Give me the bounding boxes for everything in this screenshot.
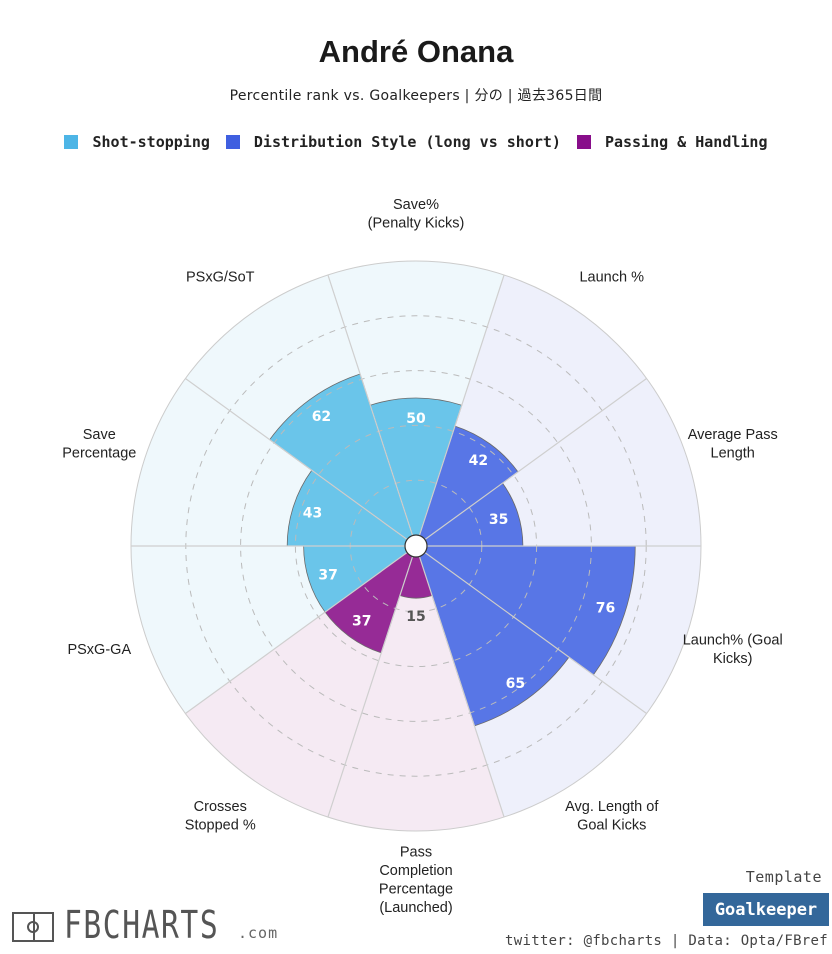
fbcharts-logo: FBCHARTS .com bbox=[12, 903, 277, 947]
spoke bbox=[327, 556, 414, 818]
value-label: 42 bbox=[469, 453, 488, 469]
axis-label: Launch % bbox=[579, 270, 644, 286]
axis-label: Avg. Length of Goal Kicks bbox=[565, 799, 659, 834]
legend-swatch bbox=[64, 135, 79, 149]
legend: Shot-stopping Distribution Style (long v… bbox=[0, 133, 832, 151]
spoke bbox=[185, 551, 408, 715]
axis-label: Crosses Stopped % bbox=[185, 799, 256, 834]
value-label: 15 bbox=[406, 609, 425, 625]
value-label: 43 bbox=[303, 505, 322, 521]
spoke bbox=[327, 274, 414, 536]
chart-title: André Onana bbox=[318, 34, 514, 69]
axis-label: Pass Completion Percentage (Launched) bbox=[379, 844, 453, 916]
logo-text: FBCHARTS bbox=[64, 903, 220, 947]
legend-label: Passing & Handling bbox=[604, 133, 768, 151]
value-label: 65 bbox=[506, 676, 525, 692]
axis-label: PSxG-GA bbox=[67, 642, 131, 658]
spoke bbox=[424, 551, 647, 715]
value-label: 37 bbox=[318, 568, 337, 584]
axis-label: Save Percentage bbox=[62, 427, 136, 462]
spoke bbox=[418, 274, 505, 536]
pitch-icon bbox=[12, 912, 54, 942]
spoke bbox=[185, 377, 408, 541]
value-label: 62 bbox=[312, 409, 331, 425]
template-badge: Goalkeeper bbox=[703, 893, 829, 926]
value-label: 76 bbox=[596, 601, 615, 617]
value-label: 37 bbox=[352, 614, 371, 630]
value-label: 50 bbox=[406, 411, 426, 427]
center-circle bbox=[404, 534, 428, 558]
spoke bbox=[418, 556, 505, 818]
legend-item-passing: Passing & Handling bbox=[576, 133, 768, 151]
credit-text: twitter: @fbcharts | Data: Opta/FBref bbox=[505, 933, 828, 949]
sector-background bbox=[327, 546, 505, 831]
legend-swatch bbox=[225, 135, 240, 149]
template-label: Template bbox=[745, 868, 822, 886]
legend-item-distribution: Distribution Style (long vs short) bbox=[225, 133, 561, 151]
axis-label: Save% (Penalty Kicks) bbox=[368, 197, 465, 232]
logo-suffix: .com bbox=[238, 924, 279, 942]
axis-label: Average Pass Length bbox=[688, 427, 778, 462]
legend-label: Distribution Style (long vs short) bbox=[253, 133, 561, 151]
legend-item-shot-stopping: Shot-stopping bbox=[64, 133, 210, 151]
spoke bbox=[424, 377, 647, 541]
axis-label: PSxG/SoT bbox=[186, 270, 255, 286]
legend-label: Shot-stopping bbox=[92, 133, 210, 151]
axis-label: Launch% (Goal Kicks) bbox=[683, 633, 783, 668]
legend-swatch bbox=[576, 135, 591, 149]
value-label: 35 bbox=[489, 512, 508, 528]
chart-subtitle: Percentile rank vs. Goalkeepers | 分の | 過… bbox=[229, 88, 603, 104]
